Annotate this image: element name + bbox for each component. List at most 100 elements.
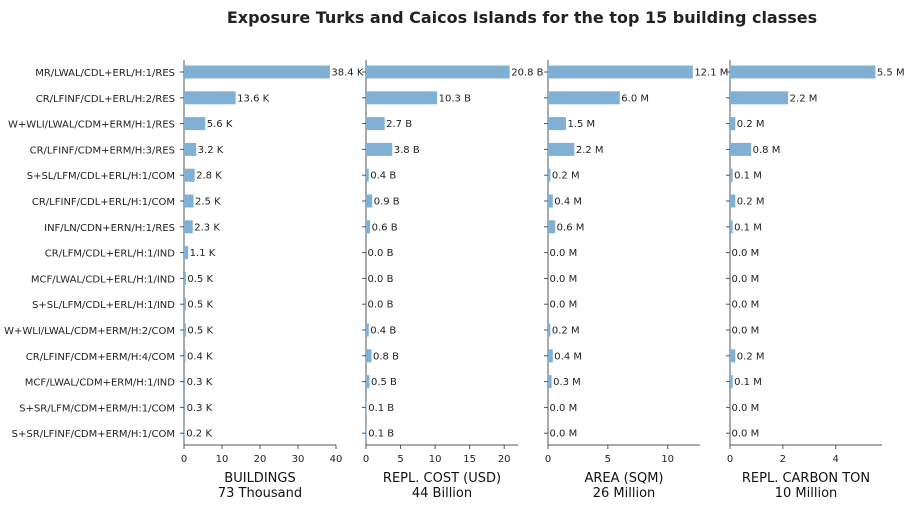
data-label: 6.0 M bbox=[621, 93, 649, 104]
bar bbox=[548, 91, 620, 105]
bar bbox=[730, 117, 736, 131]
data-label: 10.3 B bbox=[439, 93, 471, 104]
data-label: 2.2 M bbox=[790, 93, 818, 104]
bar bbox=[366, 65, 510, 79]
bar bbox=[730, 91, 789, 105]
x-tick-label: 40 bbox=[330, 454, 343, 465]
bar bbox=[184, 271, 186, 285]
data-label: 3.2 K bbox=[198, 145, 224, 156]
bar bbox=[730, 168, 733, 182]
data-label: 0.5 B bbox=[371, 377, 397, 388]
data-label: 0.8 B bbox=[373, 351, 399, 362]
data-label: 0.2 M bbox=[737, 351, 765, 362]
data-label: 0.4 M bbox=[554, 197, 582, 208]
category-label: MR/LWAL/CDL+ERL/H:1/RES bbox=[35, 68, 175, 79]
x-tick-label: 10 bbox=[216, 454, 229, 465]
x-axis-title: REPL. CARBON TON bbox=[742, 471, 870, 486]
data-label: 0.4 K bbox=[187, 351, 213, 362]
bar bbox=[366, 117, 385, 131]
category-label: S+SL/LFM/CDL+ERL/H:1/IND bbox=[32, 300, 175, 311]
data-label: 0.4 B bbox=[370, 326, 396, 337]
data-label: 0.0 M bbox=[732, 326, 760, 337]
data-label: 5.6 K bbox=[207, 119, 233, 130]
x-tick-label: 20 bbox=[498, 454, 511, 465]
category-label: INF/LN/CDN+ERN/H:1/RES bbox=[44, 223, 175, 234]
data-label: 0.0 M bbox=[550, 300, 578, 311]
bar bbox=[730, 142, 752, 156]
bar bbox=[184, 194, 194, 208]
bar bbox=[184, 91, 236, 105]
data-label: 0.0 M bbox=[550, 403, 578, 414]
x-tick-label: 10 bbox=[429, 454, 442, 465]
bar bbox=[366, 323, 369, 337]
chart-title: Exposure Turks and Caicos Islands for th… bbox=[226, 8, 818, 27]
data-label: 0.0 M bbox=[732, 300, 760, 311]
category-label: CR/LFINF/CDM+ERM/H:4/COM bbox=[26, 352, 175, 363]
x-tick-label: 10 bbox=[661, 454, 674, 465]
x-tick-label: 2 bbox=[780, 454, 786, 465]
bar bbox=[366, 194, 373, 208]
data-label: 0.0 M bbox=[732, 274, 760, 285]
data-label: 1.1 K bbox=[190, 248, 216, 259]
data-label: 0.3 K bbox=[187, 403, 213, 414]
bar bbox=[548, 117, 566, 131]
category-label: W+WLI/LWAL/CDM+ERM/H:2/COM bbox=[4, 326, 175, 337]
data-label: 0.0 M bbox=[550, 274, 578, 285]
category-label: CR/LFINF/CDL+ERL/H:1/COM bbox=[32, 197, 175, 208]
category-label: CR/LFINF/CDM+ERM/H:3/RES bbox=[30, 145, 175, 156]
data-label: 0.2 K bbox=[186, 429, 212, 440]
data-label: 0.0 M bbox=[732, 429, 760, 440]
bar bbox=[184, 220, 193, 234]
bar bbox=[184, 297, 186, 311]
data-label: 0.4 M bbox=[554, 351, 582, 362]
data-label: 0.8 M bbox=[753, 145, 781, 156]
bar bbox=[366, 91, 438, 105]
bar bbox=[548, 323, 551, 337]
category-label: S+SL/LFM/CDL+ERL/H:1/COM bbox=[27, 171, 175, 182]
category-label: W+WLI/LWAL/CDM+ERM/H:1/RES bbox=[8, 120, 175, 131]
bar bbox=[366, 375, 370, 389]
data-label: 0.5 K bbox=[187, 300, 213, 311]
bar bbox=[184, 168, 195, 182]
data-label: 0.9 B bbox=[374, 197, 400, 208]
data-label: 0.4 B bbox=[370, 171, 396, 182]
bar bbox=[548, 168, 551, 182]
data-label: 0.0 B bbox=[368, 248, 394, 259]
data-label: 0.1 M bbox=[734, 377, 762, 388]
data-label: 2.8 K bbox=[196, 171, 222, 182]
data-label: 0.6 B bbox=[372, 222, 398, 233]
x-axis-total: 10 Million bbox=[775, 486, 838, 501]
category-label: MCF/LWAL/CDL+ERL/H:1/IND bbox=[31, 274, 175, 285]
bar bbox=[366, 400, 367, 414]
x-tick-label: 0 bbox=[363, 454, 369, 465]
data-label: 0.5 K bbox=[187, 326, 213, 337]
data-label: 0.6 M bbox=[557, 222, 585, 233]
data-label: 2.3 K bbox=[194, 222, 220, 233]
bar bbox=[184, 117, 206, 131]
data-label: 2.7 B bbox=[386, 119, 412, 130]
data-label: 0.3 K bbox=[187, 377, 213, 388]
x-axis-title: AREA (SQM) bbox=[584, 471, 663, 486]
data-label: 5.5 M bbox=[877, 68, 905, 79]
data-label: 13.6 K bbox=[237, 93, 269, 104]
bar bbox=[548, 65, 693, 79]
bar bbox=[730, 349, 736, 363]
bar bbox=[548, 220, 556, 234]
data-label: 2.2 M bbox=[576, 145, 604, 156]
x-axis-total: 73 Thousand bbox=[218, 486, 302, 501]
category-label: MCF/LWAL/CDM+ERM/H:1/IND bbox=[25, 378, 176, 389]
bar bbox=[730, 65, 876, 79]
data-label: 0.3 M bbox=[553, 377, 581, 388]
bar bbox=[184, 65, 330, 79]
bar bbox=[366, 349, 372, 363]
data-label: 20.8 B bbox=[511, 68, 543, 79]
data-label: 0.1 B bbox=[368, 429, 394, 440]
data-label: 12.1 M bbox=[694, 68, 728, 79]
x-tick-label: 4 bbox=[833, 454, 839, 465]
x-axis-total: 44 Billion bbox=[412, 486, 472, 501]
bar bbox=[184, 375, 186, 389]
data-label: 0.0 M bbox=[550, 248, 578, 259]
data-label: 0.2 M bbox=[737, 119, 765, 130]
bar bbox=[366, 142, 393, 156]
